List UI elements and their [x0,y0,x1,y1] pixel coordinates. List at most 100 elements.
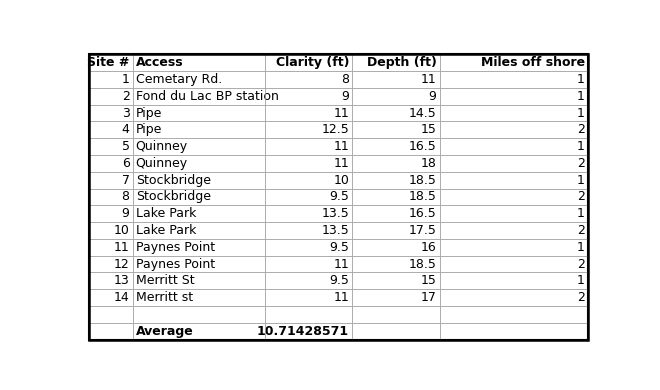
Text: Pipe: Pipe [136,123,162,136]
Bar [265,121,352,138]
Bar [265,222,352,239]
Text: 5: 5 [121,140,129,153]
Text: 15: 15 [420,123,436,136]
Bar [265,206,352,222]
Text: 14.5: 14.5 [409,106,436,120]
Bar [265,306,352,323]
Bar [440,54,588,71]
Text: 2: 2 [121,90,129,103]
Bar [88,155,133,172]
Bar [265,289,352,306]
Text: 1: 1 [577,140,585,153]
Text: Access: Access [136,56,183,69]
Bar [440,88,588,105]
Text: 9.5: 9.5 [329,241,349,254]
Bar [352,206,440,222]
Text: Paynes Point: Paynes Point [136,257,214,271]
Text: 3: 3 [121,106,129,120]
Text: 17.5: 17.5 [409,224,436,237]
Text: 11: 11 [421,73,436,86]
Bar [352,239,440,256]
Bar [88,306,133,323]
Bar [440,121,588,138]
Text: Cemetary Rd.: Cemetary Rd. [136,73,222,86]
Bar [88,206,133,222]
Text: 11: 11 [333,291,349,304]
Text: 1: 1 [577,241,585,254]
Text: 9: 9 [341,90,349,103]
Text: Merritt St: Merritt St [136,274,194,287]
Bar [265,188,352,206]
Bar [440,256,588,273]
Text: Merritt st: Merritt st [136,291,193,304]
Bar [265,138,352,155]
Bar [133,138,265,155]
Bar [88,323,133,340]
Bar [265,54,352,71]
Text: 10: 10 [114,224,129,237]
Bar [133,54,265,71]
Bar [440,222,588,239]
Text: 10.71428571: 10.71428571 [257,325,349,338]
Text: 2: 2 [577,190,585,204]
Text: 11: 11 [333,257,349,271]
Text: 12.5: 12.5 [321,123,349,136]
Bar [352,121,440,138]
Bar [88,71,133,88]
Bar [352,323,440,340]
Bar [133,121,265,138]
Text: 11: 11 [114,241,129,254]
Text: 1: 1 [577,73,585,86]
Bar [352,88,440,105]
Text: Paynes Point: Paynes Point [136,241,214,254]
Text: 13.5: 13.5 [321,207,349,220]
Text: Site #: Site # [87,56,129,69]
Bar [352,222,440,239]
Text: Fond du Lac BP station: Fond du Lac BP station [136,90,279,103]
Bar [133,155,265,172]
Bar [88,289,133,306]
Text: 18: 18 [420,157,436,170]
Text: 15: 15 [420,274,436,287]
Bar [352,273,440,289]
Text: 1: 1 [577,106,585,120]
Bar [440,239,588,256]
Bar [265,105,352,121]
Text: 9: 9 [428,90,436,103]
Text: 16: 16 [421,241,436,254]
Bar [265,88,352,105]
Bar [440,71,588,88]
Bar [440,188,588,206]
Bar [133,239,265,256]
Bar [440,172,588,188]
Text: Quinney: Quinney [136,157,187,170]
Bar [352,54,440,71]
Text: 16.5: 16.5 [409,140,436,153]
Bar [133,306,265,323]
Text: 14: 14 [114,291,129,304]
Bar [133,172,265,188]
Bar [352,256,440,273]
Text: 11: 11 [333,106,349,120]
Bar [265,172,352,188]
Text: 9: 9 [121,207,129,220]
Text: 4: 4 [121,123,129,136]
Text: 18.5: 18.5 [409,257,436,271]
Bar [88,138,133,155]
Bar [440,105,588,121]
Text: 2: 2 [577,257,585,271]
Bar [133,222,265,239]
Text: Lake Park: Lake Park [136,207,196,220]
Text: 11: 11 [333,140,349,153]
Text: 2: 2 [577,291,585,304]
Bar [440,273,588,289]
Bar [133,323,265,340]
Text: 1: 1 [121,73,129,86]
Bar [440,206,588,222]
Bar [440,323,588,340]
Text: Stockbridge: Stockbridge [136,174,211,187]
Text: Miles off shore: Miles off shore [480,56,585,69]
Text: 18.5: 18.5 [409,174,436,187]
Text: 17: 17 [420,291,436,304]
Text: 7: 7 [121,174,129,187]
